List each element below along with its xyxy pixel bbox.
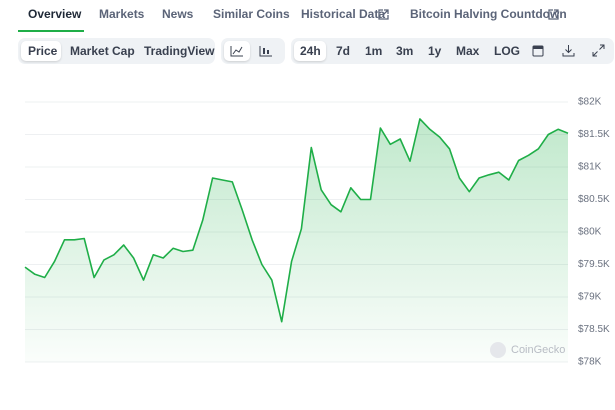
range-button[interactable]: Max <box>456 44 480 58</box>
tab[interactable]: Bitcoin Halving Countdown <box>410 7 567 21</box>
tab[interactable]: News <box>162 7 194 21</box>
download-icon[interactable] <box>562 44 575 57</box>
y-tick-label: $82K <box>578 97 602 108</box>
range-button[interactable]: 1y <box>428 44 442 58</box>
active-tab-underline <box>18 30 84 32</box>
range-group <box>291 38 614 64</box>
y-tick-label: $81.5K <box>578 129 610 140</box>
y-tick-label: $80.5K <box>578 194 610 205</box>
fullscreen-icon[interactable] <box>592 44 605 57</box>
selected-range <box>294 41 326 61</box>
tab[interactable]: Overview <box>28 7 82 21</box>
y-tick-label: $79.5K <box>578 259 610 270</box>
tab[interactable]: Similar Coins <box>213 7 290 21</box>
range-button[interactable]: LOG <box>494 44 520 58</box>
y-tick-label: $80K <box>578 227 602 238</box>
price-area <box>25 118 568 363</box>
chart-mode-button[interactable]: TradingView <box>144 44 215 58</box>
volume-area <box>25 380 570 410</box>
price-line <box>24 118 569 323</box>
chart-mode-button[interactable]: Market Cap <box>70 44 135 58</box>
external-link-icon <box>378 9 389 20</box>
y-tick-label: $78K <box>578 357 602 368</box>
price-chart: $78K $78.5K $79K $79.5K $80K $80.5K $81K $81.5K… <box>24 97 610 410</box>
selected-mode <box>21 41 61 61</box>
candle-chart-icon[interactable] <box>259 45 273 57</box>
range-button[interactable]: 1m <box>365 44 383 58</box>
external-link-icon <box>548 9 559 20</box>
range-button[interactable]: 7d <box>336 44 351 58</box>
watermark: CoinGecko <box>511 344 565 356</box>
range-button[interactable]: 3m <box>396 44 414 58</box>
tab[interactable]: Historical Data <box>301 7 386 21</box>
y-tick-label: $79K <box>578 292 602 303</box>
chart-mode-button[interactable]: Price <box>28 44 58 58</box>
y-tick-label: $78.5K <box>578 324 610 335</box>
watermark-logo <box>490 342 506 358</box>
calendar-icon[interactable] <box>532 44 544 57</box>
y-tick-label: $81K <box>578 162 602 173</box>
range-button[interactable]: 24h <box>300 44 321 58</box>
tab[interactable]: Markets <box>99 7 145 21</box>
line-chart-icon <box>230 46 243 57</box>
